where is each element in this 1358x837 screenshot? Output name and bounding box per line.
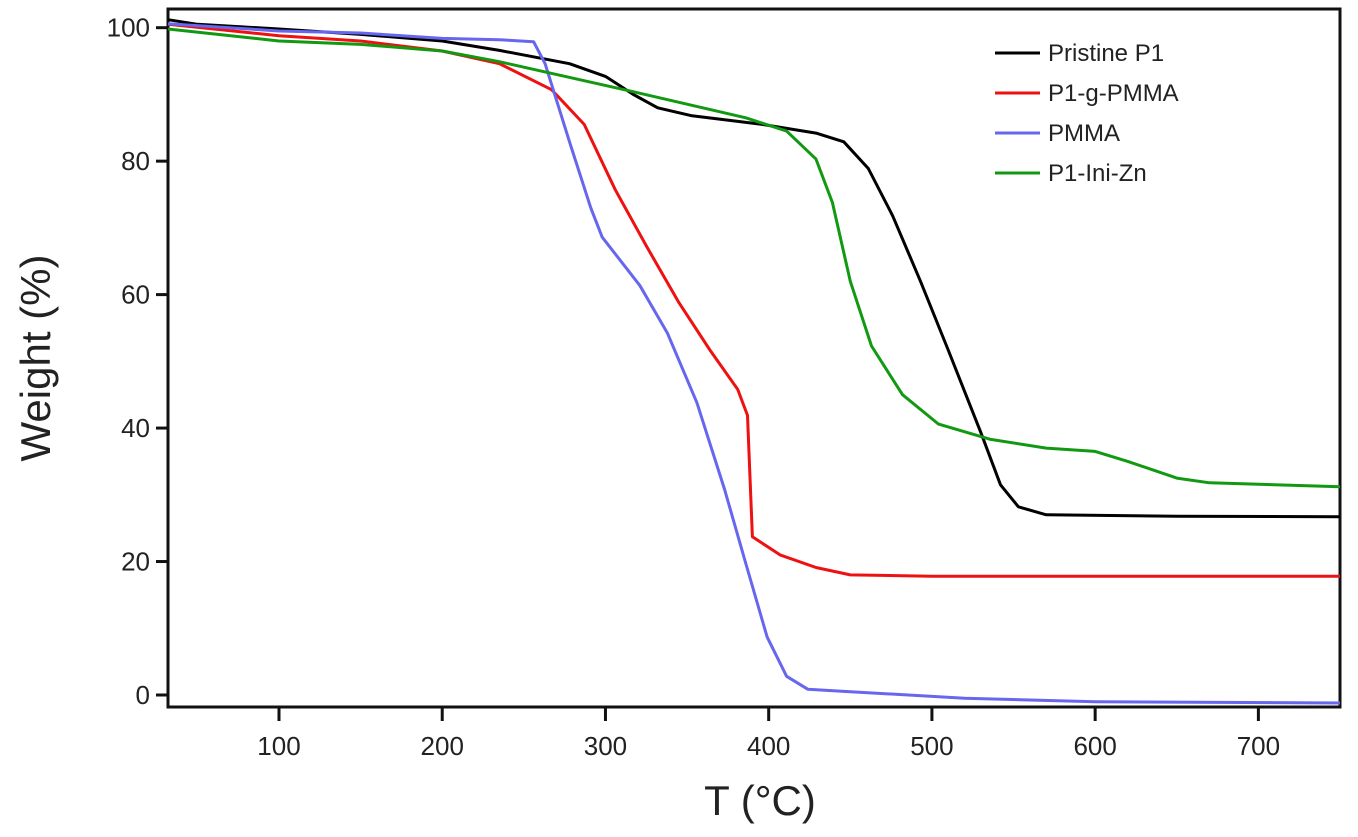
legend: Pristine P1 P1-g-PMMA PMMA P1-Ini-Zn bbox=[995, 40, 1179, 187]
y-axis-title: Weight (%) bbox=[12, 255, 59, 462]
y-tick-label: 40 bbox=[121, 413, 150, 443]
y-tick-label: 80 bbox=[121, 146, 150, 176]
y-tick-label: 20 bbox=[121, 547, 150, 577]
x-tick-label: 300 bbox=[584, 731, 627, 761]
y-tick-label: 0 bbox=[136, 680, 150, 710]
series-line-p1-ini-zn bbox=[167, 27, 1341, 489]
series-line-pristine-p1 bbox=[167, 18, 1341, 519]
y-tick-label: 100 bbox=[107, 13, 150, 43]
y-tick-label: 60 bbox=[121, 280, 150, 310]
x-tick-label: 400 bbox=[747, 731, 790, 761]
x-tick-label: 700 bbox=[1237, 731, 1280, 761]
y-axis-ticks: 0 20 40 60 80 100 bbox=[107, 13, 168, 710]
x-axis-title: T (°C) bbox=[704, 777, 816, 824]
x-tick-label: 100 bbox=[257, 731, 300, 761]
legend-label: Pristine P1 bbox=[1048, 40, 1164, 67]
x-tick-label: 500 bbox=[910, 731, 953, 761]
legend-label: PMMA bbox=[1048, 120, 1120, 147]
x-axis-ticks: 100 200 300 400 500 600 700 bbox=[257, 707, 1280, 761]
x-tick-label: 200 bbox=[421, 731, 464, 761]
series-layer bbox=[167, 18, 1341, 705]
legend-label: P1-g-PMMA bbox=[1048, 80, 1179, 107]
plot-frame bbox=[166, 7, 1342, 709]
x-tick-label: 600 bbox=[1073, 731, 1116, 761]
series-line-p1-g-pmma bbox=[167, 22, 1340, 578]
legend-label: P1-Ini-Zn bbox=[1048, 160, 1147, 187]
series-line-pmma bbox=[167, 22, 1341, 705]
